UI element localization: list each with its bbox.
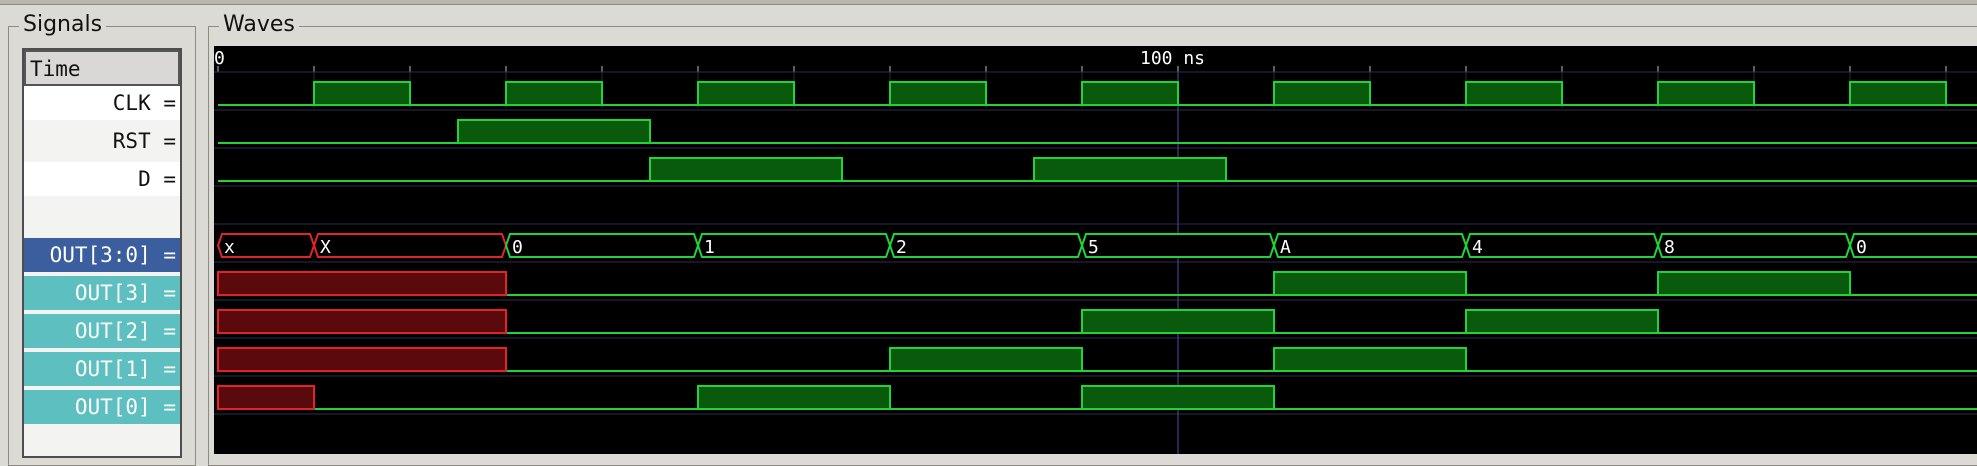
bus-value-label: 5 [1088, 237, 1099, 258]
out1-wave-pulse [217, 347, 507, 372]
clk-wave-pulse [1081, 81, 1179, 106]
out0-wave-pulse [217, 385, 315, 410]
signal-row-rst[interactable]: RST = [112, 129, 176, 153]
signal-row-d[interactable]: D = [24, 162, 180, 196]
clk-wave-pulse [697, 81, 795, 106]
signal-row-out0[interactable]: OUT[0] = [24, 390, 180, 424]
clk-wave-pulse [1273, 81, 1371, 106]
time-header[interactable]: Time [24, 50, 180, 86]
bus-segment [504, 233, 700, 258]
out1-wave-pulse [1273, 347, 1467, 372]
out2-wave-pulse [217, 309, 507, 334]
clk-wave-pulse [889, 81, 987, 106]
out2-wave-pulse [1465, 309, 1659, 334]
d-wave-pulse [1033, 157, 1227, 182]
signal-row-out2[interactable]: OUT[2] = [24, 314, 180, 348]
out3-wave-pulse [1657, 271, 1851, 296]
signal-row-out1[interactable]: OUT[1] = [24, 352, 180, 386]
out0-wave-pulse [697, 385, 891, 410]
bus-value-label: 4 [1472, 237, 1483, 258]
bus-segment [1464, 233, 1660, 258]
bus-segment [888, 233, 1084, 258]
waveform-svg: 0 100 ns x X 0 1 2 5 A 4 8 0 [214, 48, 1977, 454]
bus-segment [312, 233, 508, 258]
bus-value-label: x [224, 237, 235, 258]
out3-wave-pulse [1273, 271, 1467, 296]
bus-value-label: 8 [1664, 237, 1675, 258]
clk-wave-pulse [1849, 81, 1947, 106]
clk-wave-pulse [313, 81, 411, 106]
bus-segment [1656, 233, 1852, 258]
signals-panel-title: Signals [19, 12, 107, 38]
bus-value-label: 0 [1856, 237, 1867, 258]
bus-segment [696, 233, 892, 258]
out1-wave-pulse [889, 347, 1083, 372]
signal-row-blank[interactable] [24, 200, 180, 234]
bus-value-label: 0 [512, 237, 523, 258]
out2-wave-pulse [1081, 309, 1275, 334]
window-top-border [0, 0, 1977, 5]
out3-wave-pulse [217, 271, 507, 296]
clk-wave-pulse [505, 81, 603, 106]
clk-wave-pulse [1657, 81, 1755, 106]
clk-wave-pulse [1465, 81, 1563, 106]
signal-row-clk[interactable]: CLK = [24, 86, 180, 120]
d-wave-pulse [649, 157, 843, 182]
signals-panel: Signals [8, 12, 196, 466]
bus-segment [1272, 233, 1468, 258]
timeline-zero-label: 0 [214, 48, 225, 69]
bus-value-label: X [320, 237, 331, 258]
waves-panel-title: Waves [219, 12, 299, 38]
rst-wave-pulse [457, 119, 651, 144]
bus-value-label: 1 [704, 237, 715, 258]
timeline-marker-label: 100 ns [1140, 48, 1205, 69]
signal-list[interactable]: Time CLK = RST = D = OUT[3:0] = OUT[3] =… [22, 48, 182, 458]
out0-wave-pulse [1081, 385, 1275, 410]
bus-segment [1848, 233, 1977, 258]
signal-row-out3[interactable]: OUT[3] = [24, 276, 180, 310]
bus-segment [1080, 233, 1276, 258]
signal-row-out-bus[interactable]: OUT[3:0] = [24, 238, 180, 272]
waveform-canvas[interactable]: 0 100 ns x X 0 1 2 5 A 4 8 0 [214, 46, 1977, 454]
bus-value-label: 2 [896, 237, 907, 258]
bus-value-label: A [1280, 237, 1291, 258]
